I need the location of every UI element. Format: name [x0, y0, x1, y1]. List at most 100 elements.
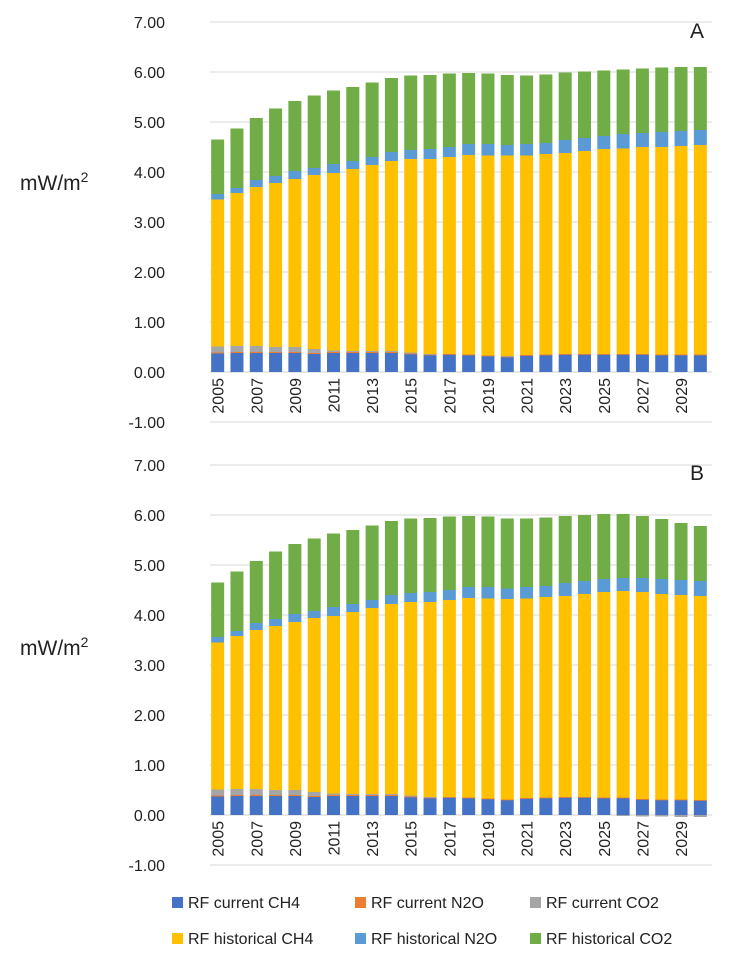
bar-segment-rf-current-n2o-2006 — [230, 352, 244, 353]
bar-segment-rf-historical-ch4-2012 — [346, 612, 360, 794]
bar-segment-rf-historical-n2o-2016 — [423, 149, 437, 159]
legend-swatch — [530, 897, 541, 908]
bar-segment-rf-historical-n2o-2030 — [693, 581, 707, 596]
bar-segment-rf-current-n2o-2006 — [230, 795, 244, 796]
bar-segment-rf-current-n2o-2009 — [288, 352, 302, 353]
bar-segment-rf-current-ch4-2029 — [674, 355, 688, 372]
bar-segment-rf-current-ch4-2019 — [481, 799, 495, 815]
bar-segment-rf-current-n2o-2012 — [346, 795, 360, 796]
bar-segment-rf-historical-co2-2024 — [578, 71, 591, 138]
bar-segment-rf-historical-co2-2018 — [462, 516, 476, 587]
bar-segment-rf-current-n2o-2018 — [462, 797, 476, 799]
bar-segment-rf-current-co2-2010 — [307, 349, 321, 353]
bar-segment-rf-current-co2-2007 — [249, 346, 263, 352]
bar-segment-rf-current-n2o-2012 — [346, 352, 360, 353]
bar-segment-rf-historical-co2-2029 — [674, 523, 688, 580]
bar-segment-rf-historical-ch4-2008 — [269, 626, 283, 790]
bar-segment-rf-historical-n2o-2027 — [635, 578, 649, 592]
y-tick-label: 4.00 — [134, 165, 165, 182]
legend-item: RF current CO2 — [530, 895, 659, 912]
bar-segment-rf-current-co2-2008 — [269, 347, 283, 352]
bar-segment-rf-historical-n2o-2026 — [616, 134, 630, 149]
bar-segment-rf-current-ch4-2023 — [558, 797, 572, 815]
bar-segment-rf-historical-co2-2011 — [327, 90, 340, 164]
bar-segment-rf-historical-co2-2022 — [539, 74, 553, 143]
bar-segment-rf-historical-ch4-2010 — [307, 618, 321, 792]
bar-segment-rf-historical-ch4-2016 — [423, 602, 437, 797]
x-tick-label: 2027 — [635, 378, 652, 414]
bar-segment-rf-current-co2-2005 — [211, 346, 225, 353]
bar-segment-rf-current-n2o-2026 — [616, 354, 630, 355]
bar-segment-rf-historical-co2-2016 — [423, 518, 437, 592]
bar-segment-rf-current-ch4-2015 — [404, 354, 418, 372]
legend-label: RF current CO2 — [546, 895, 659, 912]
bar-segment-rf-current-ch4-2012 — [346, 796, 360, 815]
y-axis-label: mW/m2 — [20, 169, 89, 195]
bar-segment-rf-current-co2-2016 — [423, 797, 437, 798]
bar-segment-rf-historical-n2o-2029 — [674, 131, 688, 146]
bar-segment-rf-historical-n2o-2025 — [597, 579, 611, 592]
bar-segment-rf-historical-co2-2017 — [442, 516, 456, 590]
bar-segment-rf-historical-co2-2026 — [616, 69, 630, 134]
bar-segment-rf-historical-co2-2022 — [539, 517, 553, 586]
bar-segment-rf-current-ch4-2017 — [442, 797, 456, 815]
bar-segment-rf-historical-co2-2006 — [230, 128, 244, 188]
bar-segment-rf-current-ch4-2020 — [500, 357, 514, 372]
bar-segment-rf-historical-ch4-2008 — [269, 183, 283, 347]
bar-segment-rf-historical-n2o-2021 — [520, 587, 534, 599]
bar-segment-rf-historical-n2o-2013 — [365, 157, 379, 165]
bar-segment-rf-current-co2-2007 — [249, 789, 263, 795]
bar-segment-rf-historical-ch4-2027 — [635, 592, 649, 799]
bar-segment-rf-current-ch4-2027 — [635, 354, 649, 372]
bar-segment-rf-historical-ch4-2019 — [481, 598, 495, 799]
bar-segment-rf-current-n2o-2030 — [693, 354, 707, 356]
bar-segment-rf-historical-ch4-2005 — [211, 199, 225, 347]
bar-segment-rf-current-ch4-2011 — [327, 353, 340, 372]
bar-segment-rf-current-co2-2011 — [327, 793, 340, 795]
bar-segment-rf-historical-co2-2014 — [384, 78, 398, 152]
bar-segment-rf-historical-ch4-2013 — [365, 165, 379, 351]
bar-segment-rf-historical-n2o-2005 — [211, 194, 225, 200]
legend-label: RF current N2O — [371, 895, 484, 912]
bar-segment-rf-current-ch4-2028 — [655, 800, 669, 815]
x-tick-label: 2027 — [635, 821, 652, 857]
y-tick-label: -1.00 — [129, 415, 166, 432]
bar-segment-rf-current-n2o-2018 — [462, 354, 476, 356]
bar-segment-rf-current-n2o-2023 — [558, 797, 572, 798]
bar-segment-rf-historical-co2-2027 — [635, 68, 649, 133]
bar-segment-rf-historical-n2o-2013 — [365, 600, 379, 608]
bar-segment-rf-current-co2-2009 — [288, 347, 302, 352]
legend-item: RF historical CH4 — [172, 931, 313, 948]
bar-segment-rf-historical-co2-2020 — [500, 518, 514, 589]
bar-segment-rf-historical-co2-2023 — [558, 516, 572, 583]
y-tick-label: 1.00 — [134, 315, 165, 332]
bar-segment-rf-historical-ch4-2014 — [384, 161, 398, 351]
bar-segment-rf-historical-co2-2026 — [616, 514, 630, 578]
bar-segment-rf-current-n2o-2005 — [211, 352, 225, 354]
bar-segment-rf-historical-co2-2013 — [365, 82, 379, 157]
bar-segment-rf-historical-co2-2030 — [693, 526, 707, 581]
bar-segment-rf-historical-co2-2008 — [269, 551, 283, 619]
bar-segment-rf-historical-ch4-2017 — [442, 600, 456, 797]
bar-segment-rf-historical-ch4-2023 — [558, 596, 572, 797]
bar-segment-rf-current-n2o-2011 — [327, 352, 340, 353]
bar-segment-rf-current-n2o-2008 — [269, 795, 283, 796]
bar-segment-rf-current-co2-2006 — [230, 346, 244, 352]
bar-segment-rf-current-co2-2029 — [674, 815, 688, 817]
bar-segment-rf-historical-ch4-2030 — [693, 596, 707, 800]
bar-segment-rf-current-n2o-2017 — [442, 797, 456, 798]
bar-segment-rf-current-n2o-2015 — [404, 353, 418, 355]
bar-segment-rf-current-co2-2012 — [346, 794, 360, 795]
legend: RF current CH4 RF current N2O RF current C… — [172, 895, 672, 948]
bar-segment-rf-historical-co2-2006 — [230, 571, 244, 631]
bar-segment-rf-historical-n2o-2007 — [249, 623, 263, 630]
bar-segment-rf-historical-n2o-2019 — [481, 144, 495, 156]
bar-segment-rf-historical-ch4-2020 — [500, 599, 514, 800]
bar-segment-rf-current-n2o-2024 — [578, 354, 591, 355]
bar-segment-rf-historical-co2-2030 — [693, 67, 707, 130]
bar-segment-rf-current-co2-2006 — [230, 789, 244, 795]
y-tick-label: 7.00 — [134, 15, 165, 32]
bar-segment-rf-current-co2-2013 — [365, 794, 379, 795]
bar-segment-rf-current-ch4-2008 — [269, 353, 283, 372]
bar-segment-rf-historical-co2-2015 — [404, 518, 418, 593]
